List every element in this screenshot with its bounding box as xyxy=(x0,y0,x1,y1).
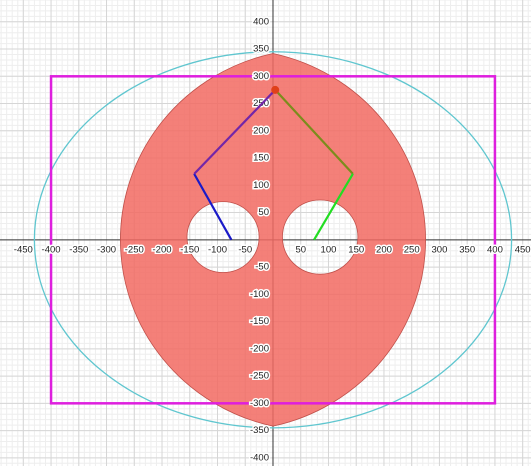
y-tick-label: -250 xyxy=(250,371,269,382)
link-arm xyxy=(274,89,354,175)
x-tick-label: -450 xyxy=(14,244,33,255)
x-tick-label: -400 xyxy=(42,244,61,255)
x-tick-label: 100 xyxy=(321,244,337,255)
y-tick-label: 350 xyxy=(253,44,269,55)
x-tick-label: 450 xyxy=(515,244,531,255)
y-tick-label: -350 xyxy=(250,425,269,436)
y-tick-label: -100 xyxy=(250,289,269,300)
y-tick-label: -400 xyxy=(250,452,269,463)
reach-ellipse xyxy=(33,51,513,429)
x-tick-label: 400 xyxy=(487,244,503,255)
bounding-rectangle xyxy=(49,75,497,405)
x-tick-label: -250 xyxy=(125,244,144,255)
y-tick-label: 200 xyxy=(253,125,269,136)
x-tick-label: 150 xyxy=(348,244,364,255)
x-tick-label: -200 xyxy=(153,244,172,255)
x-tick-label: -300 xyxy=(97,244,116,255)
y-tick-label: 150 xyxy=(253,153,269,164)
y-tick-label: -200 xyxy=(250,343,269,354)
x-tick-label: -150 xyxy=(180,244,199,255)
end-effector xyxy=(271,85,280,94)
x-tick-label: -350 xyxy=(69,244,88,255)
link-arm xyxy=(193,173,233,241)
x-tick-label: -100 xyxy=(208,244,227,255)
link-arm xyxy=(193,89,277,175)
x-tick-label: 50 xyxy=(295,244,306,255)
x-tick-label: -50 xyxy=(238,244,252,255)
x-tick-label: 200 xyxy=(376,244,392,255)
workspace-region xyxy=(120,53,426,427)
y-tick-label: -150 xyxy=(250,316,269,327)
x-tick-label: 300 xyxy=(432,244,448,255)
y-tick-label: 100 xyxy=(253,180,269,191)
y-tick-label: 300 xyxy=(253,71,269,82)
y-tick-label: -300 xyxy=(250,398,269,409)
y-tick-label: -50 xyxy=(255,262,269,273)
y-tick-label: 50 xyxy=(258,207,269,218)
x-tick-label: 350 xyxy=(459,244,475,255)
link-arm xyxy=(313,173,354,241)
y-tick-label: 400 xyxy=(253,16,269,27)
x-tick-label: 250 xyxy=(404,244,420,255)
